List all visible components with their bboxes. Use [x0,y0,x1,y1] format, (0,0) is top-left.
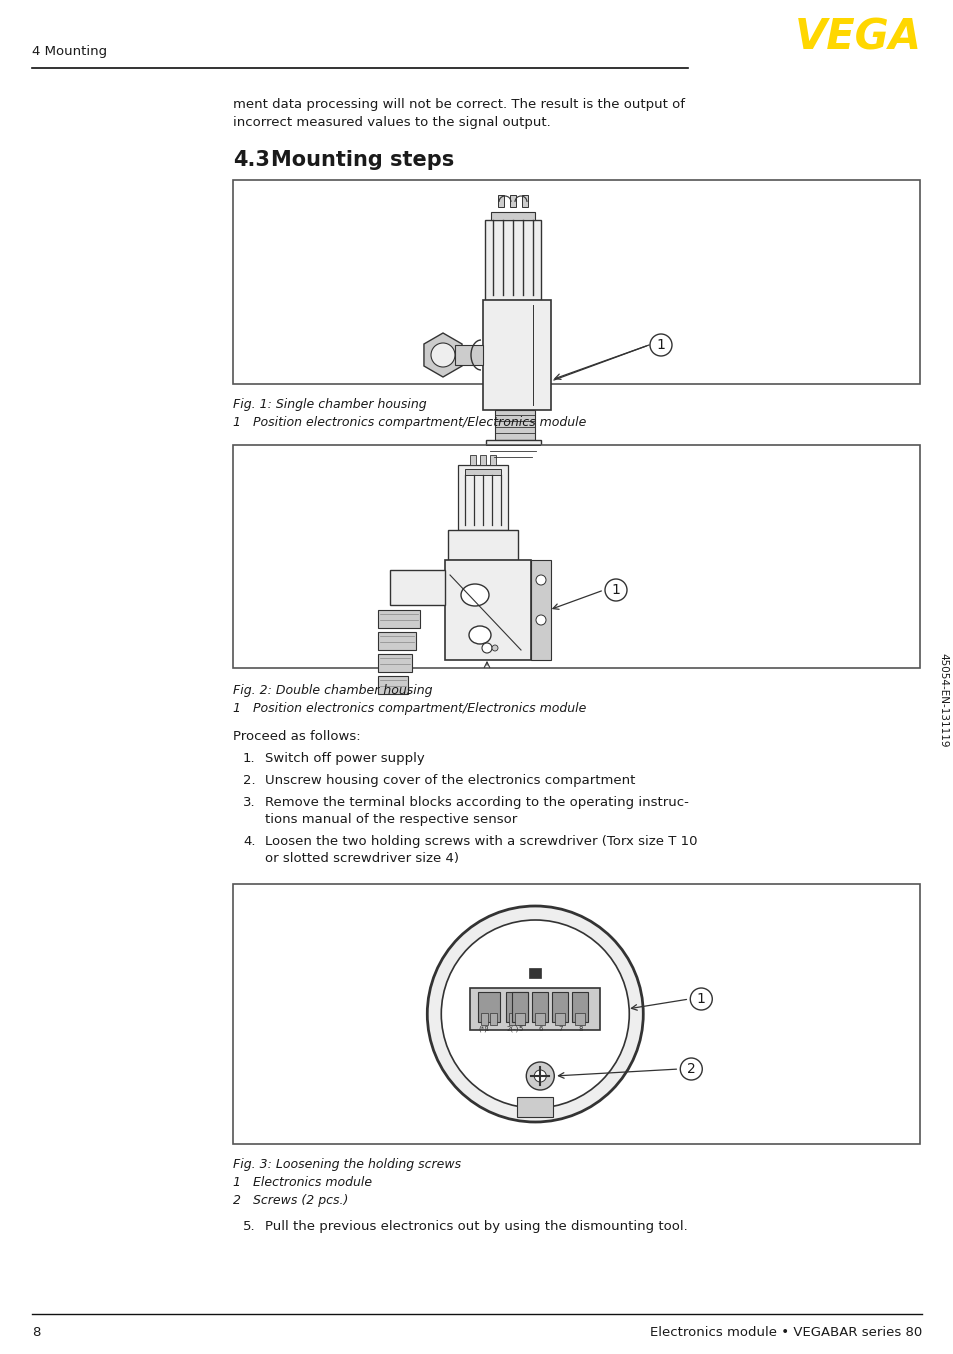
FancyBboxPatch shape [448,529,517,561]
Text: Pull the previous electronics out by using the dismounting tool.: Pull the previous electronics out by usi… [265,1220,687,1233]
Text: 1: 1 [611,584,619,597]
Text: 1: 1 [484,1026,488,1032]
Circle shape [536,575,545,585]
FancyBboxPatch shape [509,1013,516,1025]
FancyBboxPatch shape [377,611,419,628]
Text: Fig. 1: Single chamber housing: Fig. 1: Single chamber housing [233,398,426,412]
Ellipse shape [469,626,491,645]
FancyBboxPatch shape [233,884,919,1144]
FancyBboxPatch shape [535,1013,545,1025]
Text: 3.: 3. [243,796,255,808]
FancyBboxPatch shape [575,1013,585,1025]
FancyBboxPatch shape [479,455,485,464]
Text: 45054-EN-131119: 45054-EN-131119 [937,653,947,747]
Circle shape [427,906,642,1122]
FancyBboxPatch shape [552,992,568,1022]
Polygon shape [423,333,461,376]
Text: Fig. 3: Loosening the holding screws: Fig. 3: Loosening the holding screws [233,1158,460,1171]
Text: 2.: 2. [243,774,255,787]
Text: 4 Mounting: 4 Mounting [32,46,107,58]
FancyBboxPatch shape [572,992,588,1022]
FancyBboxPatch shape [377,632,416,650]
FancyBboxPatch shape [532,992,548,1022]
Text: Unscrew housing cover of the electronics compartment: Unscrew housing cover of the electronics… [265,774,635,787]
FancyBboxPatch shape [555,1013,565,1025]
FancyBboxPatch shape [490,1013,497,1025]
Text: 2   Screws (2 pcs.): 2 Screws (2 pcs.) [233,1194,348,1206]
Text: 1: 1 [656,338,665,352]
FancyBboxPatch shape [455,345,482,366]
Text: Fig. 2: Double chamber housing: Fig. 2: Double chamber housing [233,684,432,697]
Text: (*): (*) [477,1025,487,1032]
Text: 5.: 5. [243,1220,255,1233]
FancyBboxPatch shape [506,992,528,1022]
Circle shape [534,1070,546,1082]
Text: 8: 8 [32,1326,40,1339]
FancyBboxPatch shape [517,1097,553,1117]
FancyBboxPatch shape [377,654,412,672]
FancyBboxPatch shape [470,988,599,1030]
Text: tions manual of the respective sensor: tions manual of the respective sensor [265,812,517,826]
FancyBboxPatch shape [517,1013,525,1025]
Text: 1   Electronics module: 1 Electronics module [233,1177,372,1189]
FancyBboxPatch shape [390,570,444,605]
Text: 1   Position electronics compartment/Electronics module: 1 Position electronics compartment/Elect… [233,416,586,429]
Text: 2(-): 2(-) [506,1025,518,1032]
Text: 1: 1 [696,992,705,1006]
Circle shape [536,615,545,626]
FancyBboxPatch shape [515,1013,525,1025]
Text: VEGA: VEGA [794,18,921,60]
Text: Remove the terminal blocks according to the operating instruc-: Remove the terminal blocks according to … [265,796,688,808]
Circle shape [526,1062,554,1090]
Text: Electronics module • VEGABAR series 80: Electronics module • VEGABAR series 80 [649,1326,921,1339]
FancyBboxPatch shape [477,992,499,1022]
Circle shape [604,580,626,601]
FancyBboxPatch shape [444,561,531,659]
FancyBboxPatch shape [529,968,540,978]
FancyBboxPatch shape [497,195,503,207]
FancyBboxPatch shape [490,455,496,464]
FancyBboxPatch shape [377,676,408,695]
Text: 2: 2 [686,1062,695,1076]
Ellipse shape [460,584,489,607]
FancyBboxPatch shape [491,213,535,219]
FancyBboxPatch shape [233,445,919,668]
Text: Proceed as follows:: Proceed as follows: [233,730,360,743]
Circle shape [431,343,455,367]
FancyBboxPatch shape [510,195,516,207]
Text: or slotted screwdriver size 4): or slotted screwdriver size 4) [265,852,458,865]
FancyBboxPatch shape [480,1013,488,1025]
Circle shape [441,919,629,1108]
Text: incorrect measured values to the signal output.: incorrect measured values to the signal … [233,116,550,129]
Circle shape [690,988,712,1010]
Circle shape [481,643,492,653]
FancyBboxPatch shape [464,468,500,475]
FancyBboxPatch shape [512,992,528,1022]
Text: 5: 5 [517,1026,522,1032]
Text: 7: 7 [558,1026,562,1032]
Text: 8: 8 [578,1026,582,1032]
FancyBboxPatch shape [495,410,535,440]
FancyBboxPatch shape [485,440,540,464]
Circle shape [679,1057,701,1080]
FancyBboxPatch shape [470,455,476,464]
Text: 1.: 1. [243,751,255,765]
Text: ment data processing will not be correct. The result is the output of: ment data processing will not be correct… [233,97,684,111]
FancyBboxPatch shape [521,195,527,207]
FancyBboxPatch shape [457,464,507,529]
FancyBboxPatch shape [531,561,551,659]
Text: Switch off power supply: Switch off power supply [265,751,424,765]
Text: Loosen the two holding screws with a screwdriver (Torx size T 10: Loosen the two holding screws with a scr… [265,835,697,848]
FancyBboxPatch shape [233,180,919,385]
Text: 1   Position electronics compartment/Electronics module: 1 Position electronics compartment/Elect… [233,701,586,715]
Text: 4.3: 4.3 [233,150,270,171]
Circle shape [649,334,671,356]
Circle shape [492,645,497,651]
Text: 4.: 4. [243,835,255,848]
Text: Mounting steps: Mounting steps [271,150,454,171]
FancyBboxPatch shape [482,301,551,410]
FancyBboxPatch shape [484,219,540,301]
Text: 6: 6 [537,1026,542,1032]
